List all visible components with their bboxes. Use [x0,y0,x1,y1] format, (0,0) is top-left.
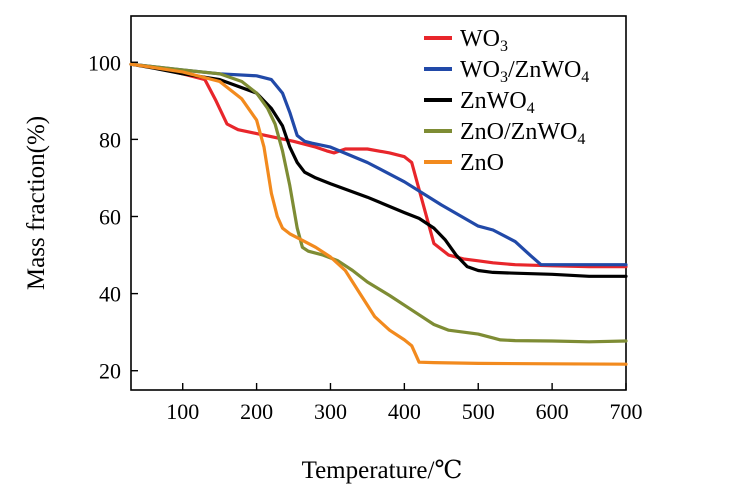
x-tick-label: 200 [240,399,273,424]
series-line-wo3 [129,62,628,269]
series-line-znwo4 [129,62,628,278]
x-axis-ticks: 100 200 300 400 500 600 700 [166,383,643,424]
x-tick-label: 600 [536,399,569,424]
y-tick-label: 60 [99,204,121,229]
y-tick-label: 80 [99,127,121,152]
series-line-zno [129,62,628,366]
x-axis-title: Temperature/℃ [302,457,463,484]
x-tick-label: 300 [314,399,347,424]
series-line-wo3-znwo4 [129,62,628,267]
x-tick-label: 700 [610,399,643,424]
legend-label: WO3/ZnWO4 [460,57,589,86]
y-tick-label: 100 [88,50,121,75]
plot-frame [130,15,627,391]
legend-label: ZnO/ZnWO4 [460,119,585,148]
legend-label: WO3 [460,26,508,55]
y-tick-label: 20 [99,359,121,384]
y-axis-title: Mass fraction(%) [23,116,50,290]
series-layer [129,62,628,366]
x-tick-label: 400 [388,399,421,424]
y-tick-label: 40 [99,282,121,307]
x-tick-label: 500 [462,399,495,424]
series-line-zno-znwo4 [129,62,628,344]
y-axis-ticks: 20 40 60 80 100 [88,50,138,384]
legend-label: ZnWO4 [460,88,535,117]
x-tick-label: 100 [166,399,199,424]
legend-label: ZnO [460,150,504,176]
